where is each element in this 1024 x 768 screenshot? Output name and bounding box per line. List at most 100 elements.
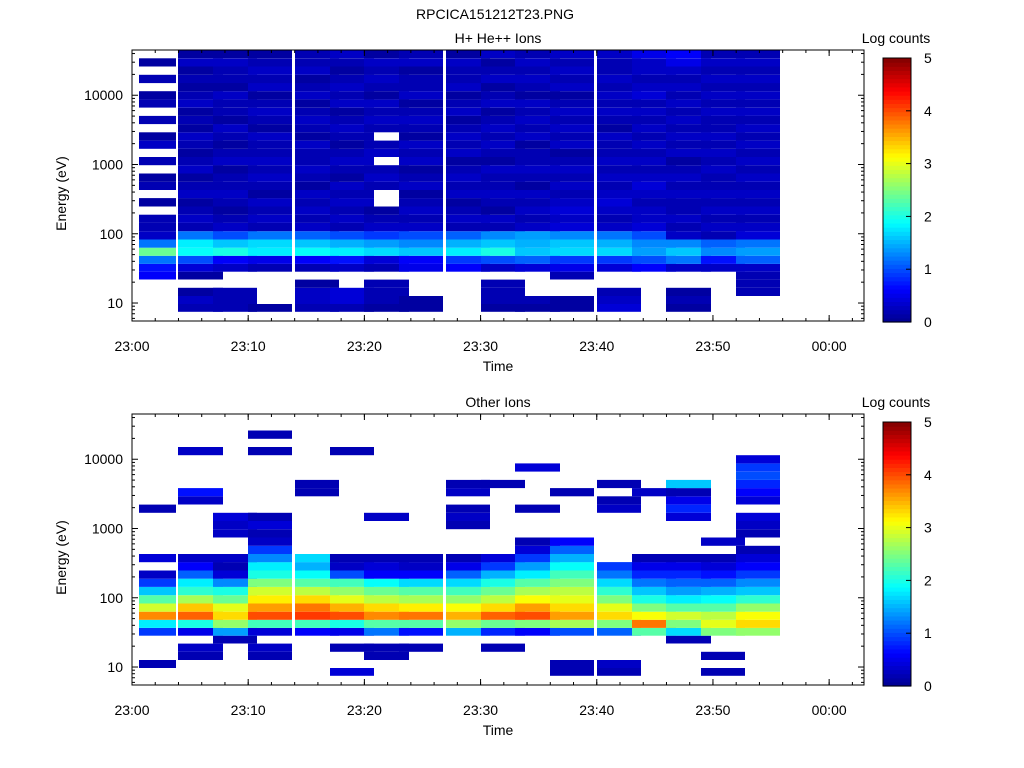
heatmap-cell — [178, 157, 223, 166]
heatmap-cell — [550, 222, 594, 232]
heatmap-cell — [515, 611, 560, 620]
heatmap-cell — [550, 611, 594, 620]
heatmap-cell — [597, 296, 641, 304]
heatmap-cell — [178, 562, 223, 571]
heatmap-cell — [446, 263, 490, 272]
heatmap-cell — [481, 643, 525, 652]
heatmap-cell — [550, 263, 594, 272]
heatmap-cell — [213, 91, 257, 100]
heatmap-cell — [666, 222, 711, 232]
heatmap-cell — [213, 512, 257, 521]
heatmap-cell — [597, 140, 641, 149]
heatmap-cell — [736, 562, 780, 571]
heatmap-cell — [213, 148, 257, 157]
colorbar-segment — [883, 190, 911, 195]
colorbar-segment — [883, 227, 911, 232]
heatmap-cell — [446, 619, 490, 628]
heatmap-cell — [139, 58, 176, 67]
heatmap-cell — [295, 595, 339, 604]
heatmap-cell — [597, 586, 641, 596]
x-tick-label: 23:10 — [231, 338, 266, 354]
heatmap-cell — [446, 107, 490, 116]
heatmap-cell — [399, 74, 443, 84]
colorbar-tick-label: 5 — [924, 50, 932, 66]
heatmap-cell — [666, 586, 711, 596]
heatmap-cell — [597, 214, 641, 223]
heatmap-cell — [736, 496, 780, 505]
heatmap-cell — [701, 537, 745, 546]
heatmap-cell — [139, 157, 176, 166]
heatmap-cell — [515, 255, 560, 264]
heatmap-cell — [248, 537, 292, 546]
heatmap-cell — [364, 99, 409, 108]
heatmap-cell — [632, 124, 676, 133]
heatmap-cell — [666, 140, 711, 149]
heatmap-cell — [666, 255, 711, 264]
heatmap-cell — [330, 296, 374, 304]
heatmap-cell — [213, 287, 257, 296]
colorbar-segment — [883, 99, 911, 104]
heatmap-cell — [597, 595, 641, 604]
heatmap-cell — [330, 447, 374, 456]
colorbar-segment — [883, 545, 911, 551]
colorbar-segment — [883, 152, 911, 158]
heatmap-cell — [178, 488, 223, 497]
heatmap-cell — [399, 603, 443, 612]
colorbar-segment — [883, 653, 911, 658]
heatmap-cell — [248, 107, 292, 116]
heatmap-cell — [597, 124, 641, 133]
heatmap-cell — [701, 74, 745, 84]
colorbar-segment — [883, 611, 911, 617]
heatmap-cell — [213, 157, 257, 166]
heatmap-cell — [295, 488, 339, 497]
heatmap-cell — [139, 578, 176, 587]
heatmap-cell — [330, 239, 374, 248]
heatmap-cell — [295, 140, 339, 149]
colorbar-tick-label: 5 — [924, 414, 932, 430]
heatmap-cell — [701, 115, 745, 125]
heatmap-cell — [446, 83, 490, 92]
colorbar-segment — [883, 442, 911, 448]
colorbar-segment — [883, 558, 911, 563]
heatmap-cell — [666, 157, 711, 166]
heatmap-cell — [178, 619, 223, 628]
heatmap-cell — [666, 479, 711, 489]
colorbar-segment — [883, 479, 911, 485]
colorbar-segment — [883, 202, 911, 208]
heatmap-cell — [330, 619, 374, 628]
heatmap-cell — [213, 124, 257, 133]
colorbar-segment — [883, 475, 911, 481]
heatmap-cell — [364, 83, 409, 92]
heatmap-cell — [399, 99, 443, 108]
heatmap-cell — [666, 83, 711, 92]
colorbar-segment — [883, 463, 911, 468]
heatmap-cell — [550, 304, 594, 312]
heatmap-cell — [666, 66, 711, 75]
heatmap-cell — [446, 255, 490, 264]
heatmap-cell — [364, 214, 409, 223]
heatmap-cell — [330, 140, 374, 149]
colorbar-segment — [883, 161, 911, 166]
heatmap-cell — [213, 107, 257, 116]
colorbar-segment — [883, 128, 911, 133]
colorbar-segment — [883, 284, 911, 290]
heatmap-cell — [736, 611, 780, 620]
heatmap-cell — [701, 554, 745, 563]
heatmap-cell — [213, 132, 257, 141]
heatmap-cell — [632, 198, 676, 207]
heatmap-cell — [481, 231, 525, 240]
heatmap-cell — [399, 107, 443, 116]
heatmap-cell — [481, 132, 525, 141]
heatmap-cell — [666, 99, 711, 108]
heatmap-cell — [399, 263, 443, 272]
heatmap-cell — [248, 74, 292, 84]
heatmap-cell — [178, 643, 223, 652]
heatmap-cell — [666, 554, 711, 563]
heatmap-cell — [139, 132, 176, 141]
heatmap-cell — [701, 148, 745, 157]
x-tick-label: 23:10 — [231, 702, 266, 718]
x-tick-label: 23:00 — [114, 702, 149, 718]
heatmap-cell — [550, 488, 594, 497]
heatmap-cell — [632, 165, 676, 174]
heatmap-cell — [248, 222, 292, 232]
